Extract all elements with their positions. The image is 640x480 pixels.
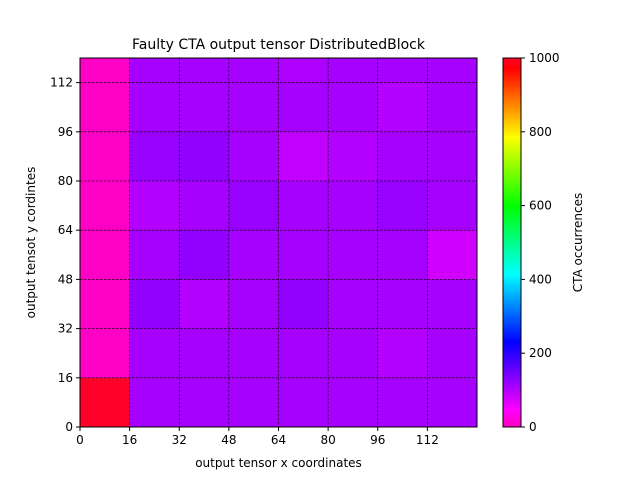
heatmap-cell: [179, 328, 229, 378]
heatmap-cell: [278, 377, 329, 427]
heatmap-cell: [179, 181, 229, 231]
heatmap-cell: [80, 181, 130, 231]
x-axis-label: output tensor x coordinates: [195, 456, 362, 470]
heatmap-cell: [129, 377, 180, 427]
colorbar-tick-label: 800: [529, 125, 552, 139]
heatmap-cell: [377, 82, 428, 132]
x-tick-label: 16: [122, 433, 137, 447]
colorbar-tick-label: 400: [529, 272, 552, 286]
heatmap-cell: [179, 131, 229, 181]
heatmap-cell: [228, 131, 279, 181]
heatmap-cell: [228, 279, 279, 329]
colorbar-tick-label: 600: [529, 199, 552, 213]
heatmap-cell: [278, 230, 329, 280]
x-tick-label: 112: [416, 433, 439, 447]
heatmap-cell: [377, 230, 428, 280]
heatmap-cell: [179, 230, 229, 280]
heatmap-cell: [278, 279, 329, 329]
heatmap-cell: [427, 58, 477, 83]
heatmap-cell: [328, 230, 378, 280]
heatmap-cell: [179, 279, 229, 329]
heatmap-cell: [278, 58, 329, 83]
heatmap-cell: [179, 82, 229, 132]
heatmap-cell: [80, 377, 130, 427]
heatmap-cell: [129, 58, 180, 83]
x-tick-label: 32: [172, 433, 187, 447]
heatmap-cell: [228, 58, 279, 83]
y-tick-label: 96: [58, 125, 73, 139]
heatmap-cell: [80, 58, 130, 83]
heatmap-cell: [427, 181, 477, 231]
heatmap-cell: [129, 82, 180, 132]
heatmap-cell: [129, 279, 180, 329]
heatmap-cell: [80, 230, 130, 280]
heatmap-cell: [129, 131, 180, 181]
heatmap-cell: [129, 181, 180, 231]
colorbar-tick-label: 0: [529, 420, 537, 434]
colorbar-tick-label: 1000: [529, 51, 560, 65]
heatmap-cell: [278, 328, 329, 378]
heatmap-cell: [278, 82, 329, 132]
heatmap-cell: [80, 82, 130, 132]
heatmap-cell: [179, 377, 229, 427]
x-tick-label: 48: [221, 433, 236, 447]
heatmap-cell: [377, 58, 428, 83]
heatmap-cell: [328, 181, 378, 231]
heatmap-cell: [328, 377, 378, 427]
heatmap-cell: [427, 230, 477, 280]
heatmap-cell: [377, 328, 428, 378]
y-tick-label: 16: [58, 371, 73, 385]
grid-lines: [80, 58, 477, 427]
heatmap-cell: [328, 279, 378, 329]
x-tick-label: 96: [370, 433, 385, 447]
y-tick-label: 112: [50, 76, 73, 90]
colorbar-tick-label: 200: [529, 346, 552, 360]
heatmap-cell: [228, 82, 279, 132]
heatmap-cell: [228, 377, 279, 427]
y-tick-label: 48: [58, 272, 73, 286]
heatmap-cell: [129, 230, 180, 280]
heatmap-cell: [377, 377, 428, 427]
heatmap-cell: [427, 328, 477, 378]
heatmap-cell: [179, 58, 229, 83]
heatmap-cell: [80, 279, 130, 329]
colorbar: [502, 57, 522, 428]
y-tick-label: 0: [65, 420, 73, 434]
heatmap-cell: [427, 377, 477, 427]
heatmap-cell: [377, 279, 428, 329]
heatmap-cells: [80, 58, 477, 427]
heatmap-cell: [129, 328, 180, 378]
heatmap-cell: [377, 181, 428, 231]
x-tick-label: 80: [320, 433, 335, 447]
x-axis-ticks: 0 16 32 48 64 80 96 112: [76, 427, 439, 447]
x-tick-label: 0: [76, 433, 84, 447]
colorbar-ticks: 0 200 400 600 800 1000: [521, 51, 560, 434]
x-tick-label: 64: [271, 433, 286, 447]
y-axis-label: output tensot y cordintes: [24, 167, 38, 319]
y-axis-ticks: 0 16 32 48 64 80 96 112: [50, 76, 80, 434]
heatmap-cell: [328, 328, 378, 378]
heatmap-cell: [328, 131, 378, 181]
heatmap-cell: [278, 131, 329, 181]
heatmap-cell: [228, 230, 279, 280]
heatmap-cell: [427, 82, 477, 132]
y-tick-label: 64: [58, 223, 73, 237]
chart-title: Faulty CTA output tensor DistributedBloc…: [132, 37, 426, 53]
heatmap-cell: [278, 181, 329, 231]
heatmap-cell: [427, 131, 477, 181]
heatmap-cell: [377, 131, 428, 181]
heatmap-cell: [328, 82, 378, 132]
heatmap-cell: [228, 328, 279, 378]
y-tick-label: 80: [58, 174, 73, 188]
heatmap-cell: [80, 131, 130, 181]
heatmap-cell: [80, 328, 130, 378]
heatmap-cell: [427, 279, 477, 329]
heatmap-cell: [328, 58, 378, 83]
y-tick-label: 32: [58, 322, 73, 336]
colorbar-label: CTA occurrences: [571, 193, 585, 293]
heatmap-cell: [228, 181, 279, 231]
